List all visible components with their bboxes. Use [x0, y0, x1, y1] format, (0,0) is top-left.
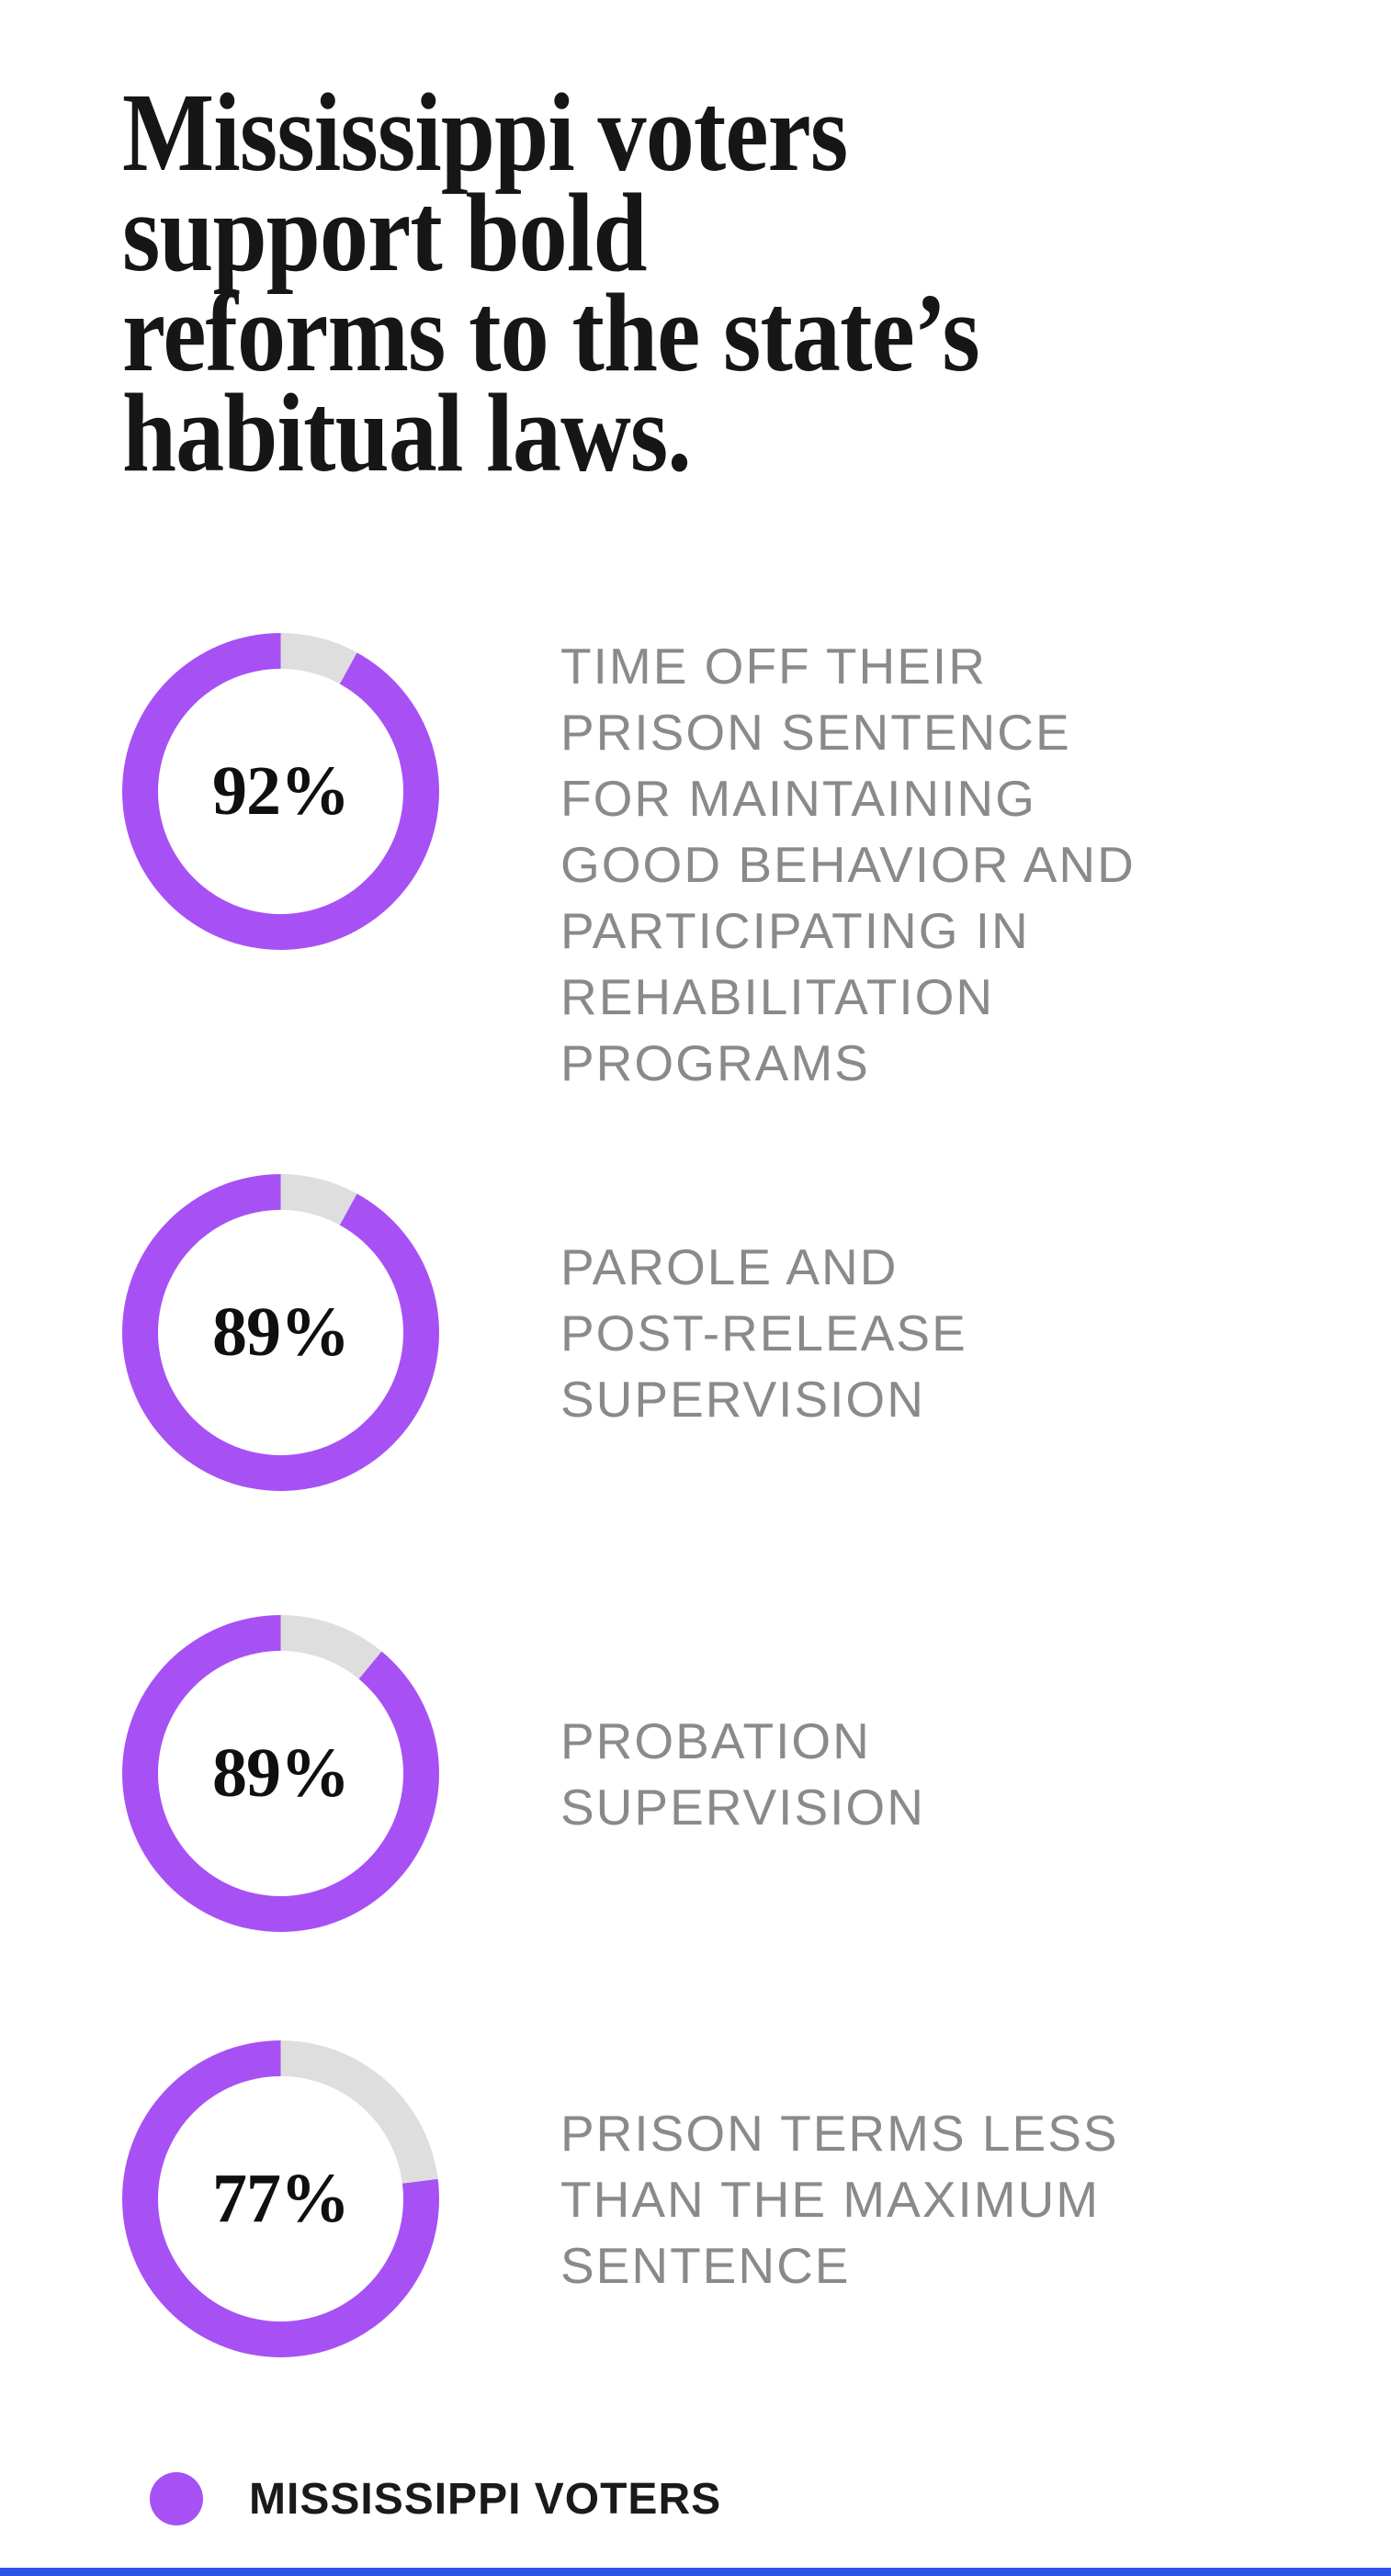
donut-chart: 89%: [122, 1615, 439, 1932]
legend-label: MISSISSIPPI VOTERS: [249, 2474, 722, 2524]
stat-description: PAROLE AND POST-RELEASE SUPERVISION: [560, 1237, 967, 1428]
stat-description: PRISON TERMS LESS THAN THE MAXIMUM SENTE…: [560, 2104, 1119, 2294]
donut-chart: 77%: [122, 2040, 439, 2357]
donut-chart: 92%: [122, 633, 439, 950]
donut-hole: 77%: [158, 2076, 403, 2322]
stat-row: 89% PROBATION SUPERVISION: [122, 1615, 1391, 1932]
stat-row: 89% PAROLE AND POST-RELEASE SUPERVISION: [122, 1174, 1391, 1491]
donut-value: 77%: [212, 2160, 350, 2237]
stat-row: 92% TIME OFF THEIR PRISON SENTENCE FOR M…: [122, 633, 1391, 1096]
legend-dot-icon: [150, 2472, 203, 2525]
donut-hole: 89%: [158, 1210, 403, 1455]
chart-title: Mississippi voters support bold reforms …: [122, 71, 980, 495]
donut-chart: 89%: [122, 1174, 439, 1491]
footer-accent-bar: [0, 2568, 1391, 2576]
donut-hole: 92%: [158, 669, 403, 914]
legend: MISSISSIPPI VOTERS: [150, 2472, 1391, 2525]
stat-description: PROBATION SUPERVISION: [560, 1712, 925, 1836]
donut-value: 92%: [212, 752, 350, 830]
donut-hole: 89%: [158, 1651, 403, 1896]
stat-description: TIME OFF THEIR PRISON SENTENCE FOR MAINT…: [560, 638, 1136, 1091]
donut-value: 89%: [212, 1294, 350, 1371]
stat-row: 77% PRISON TERMS LESS THAN THE MAXIMUM S…: [122, 2040, 1391, 2357]
donut-value: 89%: [212, 1734, 350, 1812]
